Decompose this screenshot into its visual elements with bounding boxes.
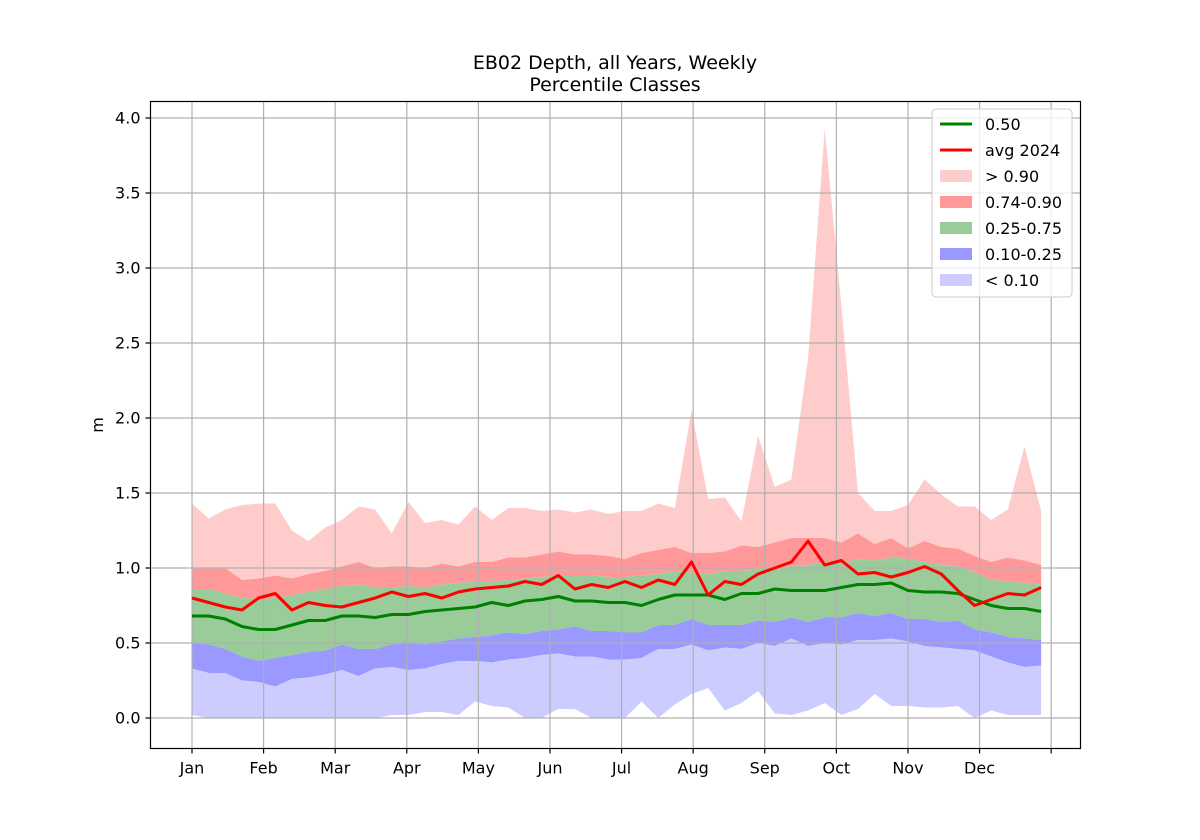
legend-label: 0.50 [985,115,1021,134]
x-axis: Jan Feb Mar Apr May Jun Jul Aug Sep Oct Nov Dec [179,748,1052,778]
x-tick-label: Nov [892,759,923,778]
x-tick-label: Oct [823,759,851,778]
legend-label: 0.25-0.75 [985,219,1062,238]
band-074-090 [192,533,1042,600]
legend-swatch-patch [940,196,972,208]
x-tick-label: Jun [536,759,562,778]
legend-swatch-patch [940,274,972,286]
y-tick-label: 4.0 [115,109,140,128]
y-tick-label: 2.5 [115,334,140,353]
legend-label: < 0.10 [985,271,1039,290]
x-tick-label: Feb [249,759,277,778]
chart-subtitle: Percentile Classes [529,74,700,96]
y-axis-label: m [88,417,107,433]
y-tick-label: 0.0 [115,709,140,728]
legend-label: 0.74-0.90 [985,193,1062,212]
y-tick-label: 2.0 [115,409,140,428]
chart-title: EB02 Depth, all Years, Weekly [473,52,757,74]
x-tick-label: Jan [179,759,205,778]
legend-swatch-patch [940,170,972,182]
y-axis: 0.0 0.5 1.0 1.5 2.0 2.5 3.0 3.5 4.0 [115,109,151,728]
legend-label: 0.10-0.25 [985,245,1062,264]
percentile-bands [192,128,1042,718]
x-tick-label: May [462,759,495,778]
avg-2024-line [191,539,1042,612]
plot-frame [149,100,1082,750]
band-010-025 [192,613,1042,687]
x-tick-label: Sep [750,759,780,778]
legend-label: avg 2024 [985,141,1060,160]
grid-lines [150,101,1081,749]
x-tick-label: Jul [611,759,631,778]
x-tick-label: Aug [678,759,709,778]
legend: 0.50 avg 2024 > 0.90 0.74-0.90 0.25-0.75 0.10… [931,108,1073,298]
series-lines [191,539,1042,631]
band-gt-090 [192,128,1042,580]
band-lt-010 [192,638,1042,718]
legend-swatch-patch [940,248,972,260]
x-tick-label: Apr [393,759,421,778]
x-tick-label: Dec [964,759,995,778]
y-tick-label: 3.5 [115,184,140,203]
y-tick-label: 3.0 [115,259,140,278]
legend-label: > 0.90 [985,167,1039,186]
median-line [192,581,1042,631]
band-025-075 [192,557,1042,661]
y-tick-label: 1.0 [115,559,140,578]
y-tick-label: 0.5 [115,634,140,653]
y-tick-label: 1.5 [115,484,140,503]
x-tick-label: Mar [320,759,351,778]
legend-swatch-patch [940,222,972,234]
